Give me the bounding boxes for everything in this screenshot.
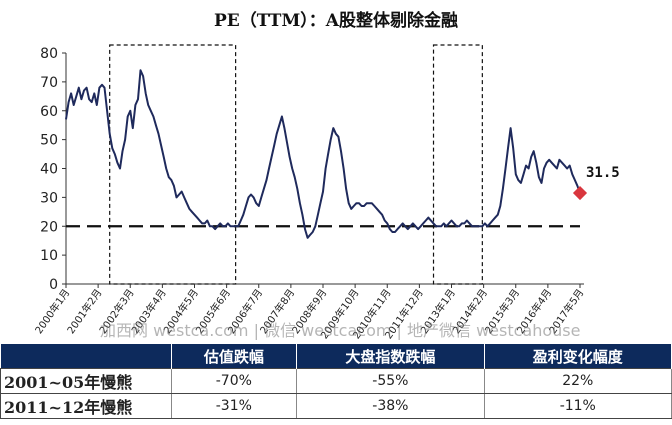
cell-pe-drop: -31% — [171, 393, 298, 419]
cell-index-drop: -55% — [296, 368, 485, 394]
table-header-pe-drop: 估值跌幅 — [171, 344, 298, 369]
cell-pe-drop: -70% — [171, 368, 298, 394]
y-tick-label: 30 — [40, 190, 58, 206]
dashed-window — [109, 44, 237, 285]
cell-earnings: -11% — [484, 393, 672, 419]
shaded-windows — [109, 44, 483, 285]
series-line — [65, 69, 581, 239]
cell-index-drop: -38% — [296, 393, 485, 419]
summary-table: 估值跌幅 大盘指数跌幅 盈利变化幅度 2001~05年慢熊 -70% -55% … — [0, 344, 672, 419]
table-row: 2011~12年慢熊 -31% -38% -11% — [0, 393, 672, 419]
table-header-earnings: 盈利变化幅度 — [484, 344, 672, 369]
row-label: 2011~12年慢熊 — [0, 393, 172, 419]
y-tick-label: 70 — [40, 75, 58, 91]
table-header-blank — [0, 344, 172, 369]
cell-earnings: 22% — [484, 368, 672, 394]
last-point-label: 31.5 — [586, 165, 620, 181]
y-tick-label: 0 — [49, 277, 58, 293]
table-row: 2001~05年慢熊 -70% -55% 22% — [0, 368, 672, 394]
chart-axes: 0 10 20 30 40 50 60 70 80 — [40, 46, 584, 293]
y-tick-label: 60 — [40, 104, 58, 120]
series-plot: 31.5 — [65, 69, 620, 239]
chart-title: PE（TTM）：A股整体剔除金融 — [214, 11, 458, 31]
y-tick-label: 50 — [40, 133, 58, 149]
y-tick-label: 10 — [40, 248, 58, 264]
table-header-row: 估值跌幅 大盘指数跌幅 盈利变化幅度 — [0, 344, 672, 369]
y-tick-label: 40 — [40, 162, 58, 178]
y-tick-label: 80 — [40, 46, 58, 62]
watermark: 加西网 westca.com | 微信 westcacom | 地产微信 wes… — [100, 321, 581, 340]
dashed-window — [432, 44, 483, 285]
last-point-marker — [572, 185, 588, 201]
table-header-index-drop: 大盘指数跌幅 — [296, 344, 485, 369]
y-tick-label: 20 — [40, 219, 58, 235]
row-label: 2001~05年慢熊 — [0, 368, 172, 394]
